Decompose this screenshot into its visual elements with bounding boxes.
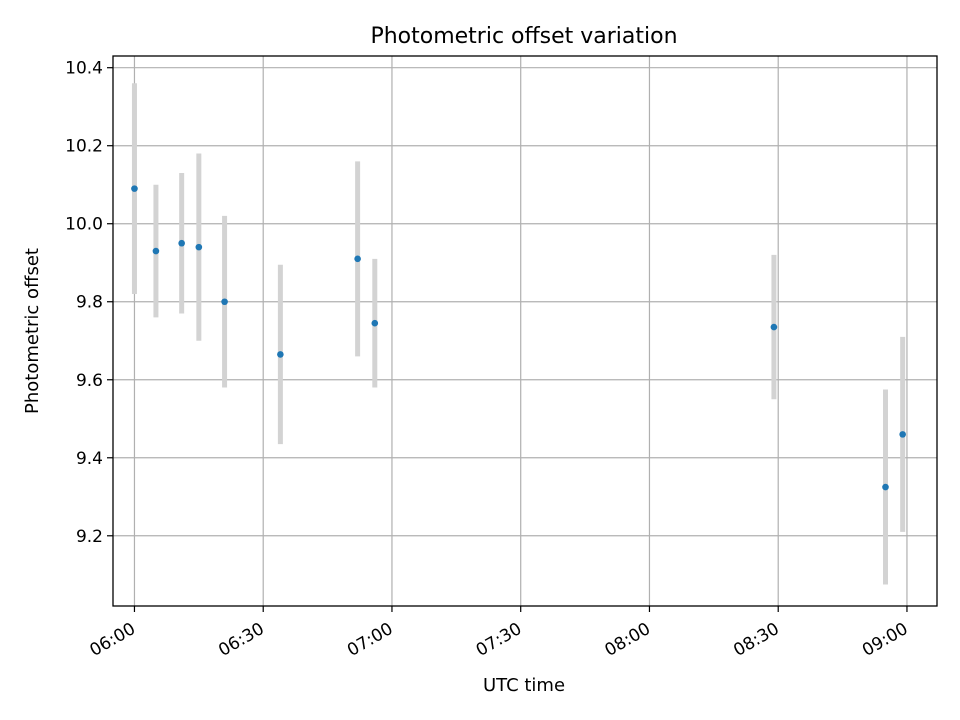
chart-title: Photometric offset variation — [370, 24, 677, 49]
x-tick-label: 08:30 — [730, 619, 782, 661]
grid — [113, 56, 937, 606]
data-point — [354, 255, 361, 263]
data-point — [221, 298, 228, 306]
plot-frame — [112, 55, 938, 607]
data-points — [131, 185, 906, 491]
y-tick-label: 10.4 — [65, 59, 103, 79]
data-point — [899, 431, 906, 438]
data-point — [178, 239, 185, 247]
data-point — [882, 483, 889, 491]
y-tick-label: 9.2 — [76, 527, 103, 547]
y-tick-label: 9.4 — [76, 449, 103, 469]
data-point — [131, 185, 138, 192]
data-point — [195, 243, 203, 251]
x-tick-label: 08:00 — [602, 619, 654, 661]
x-tick-label: 07:30 — [473, 619, 525, 661]
x-axis: 06:00 06:30 07:00 07:30 08:00 08:30 09:00 — [87, 606, 911, 661]
x-axis-label: UTC time — [483, 675, 565, 696]
y-axis: 9.2 9.4 9.6 9.8 10.0 10.2 10.4 — [65, 59, 113, 547]
x-tick-label: 06:30 — [215, 619, 267, 661]
data-point — [371, 319, 379, 327]
x-tick-label: 07:00 — [344, 619, 396, 661]
data-point — [277, 351, 284, 358]
data-point — [770, 323, 778, 331]
y-axis-label: Photometric offset — [22, 248, 43, 414]
error-bars — [131, 83, 906, 585]
x-tick-label: 09:00 — [859, 619, 911, 661]
y-tick-label: 9.6 — [76, 371, 103, 391]
data-point — [152, 247, 160, 255]
x-tick-label: 06:00 — [87, 619, 139, 661]
y-tick-label: 10.0 — [65, 215, 103, 235]
y-tick-label: 9.8 — [76, 293, 103, 313]
y-tick-label: 10.2 — [65, 137, 103, 157]
